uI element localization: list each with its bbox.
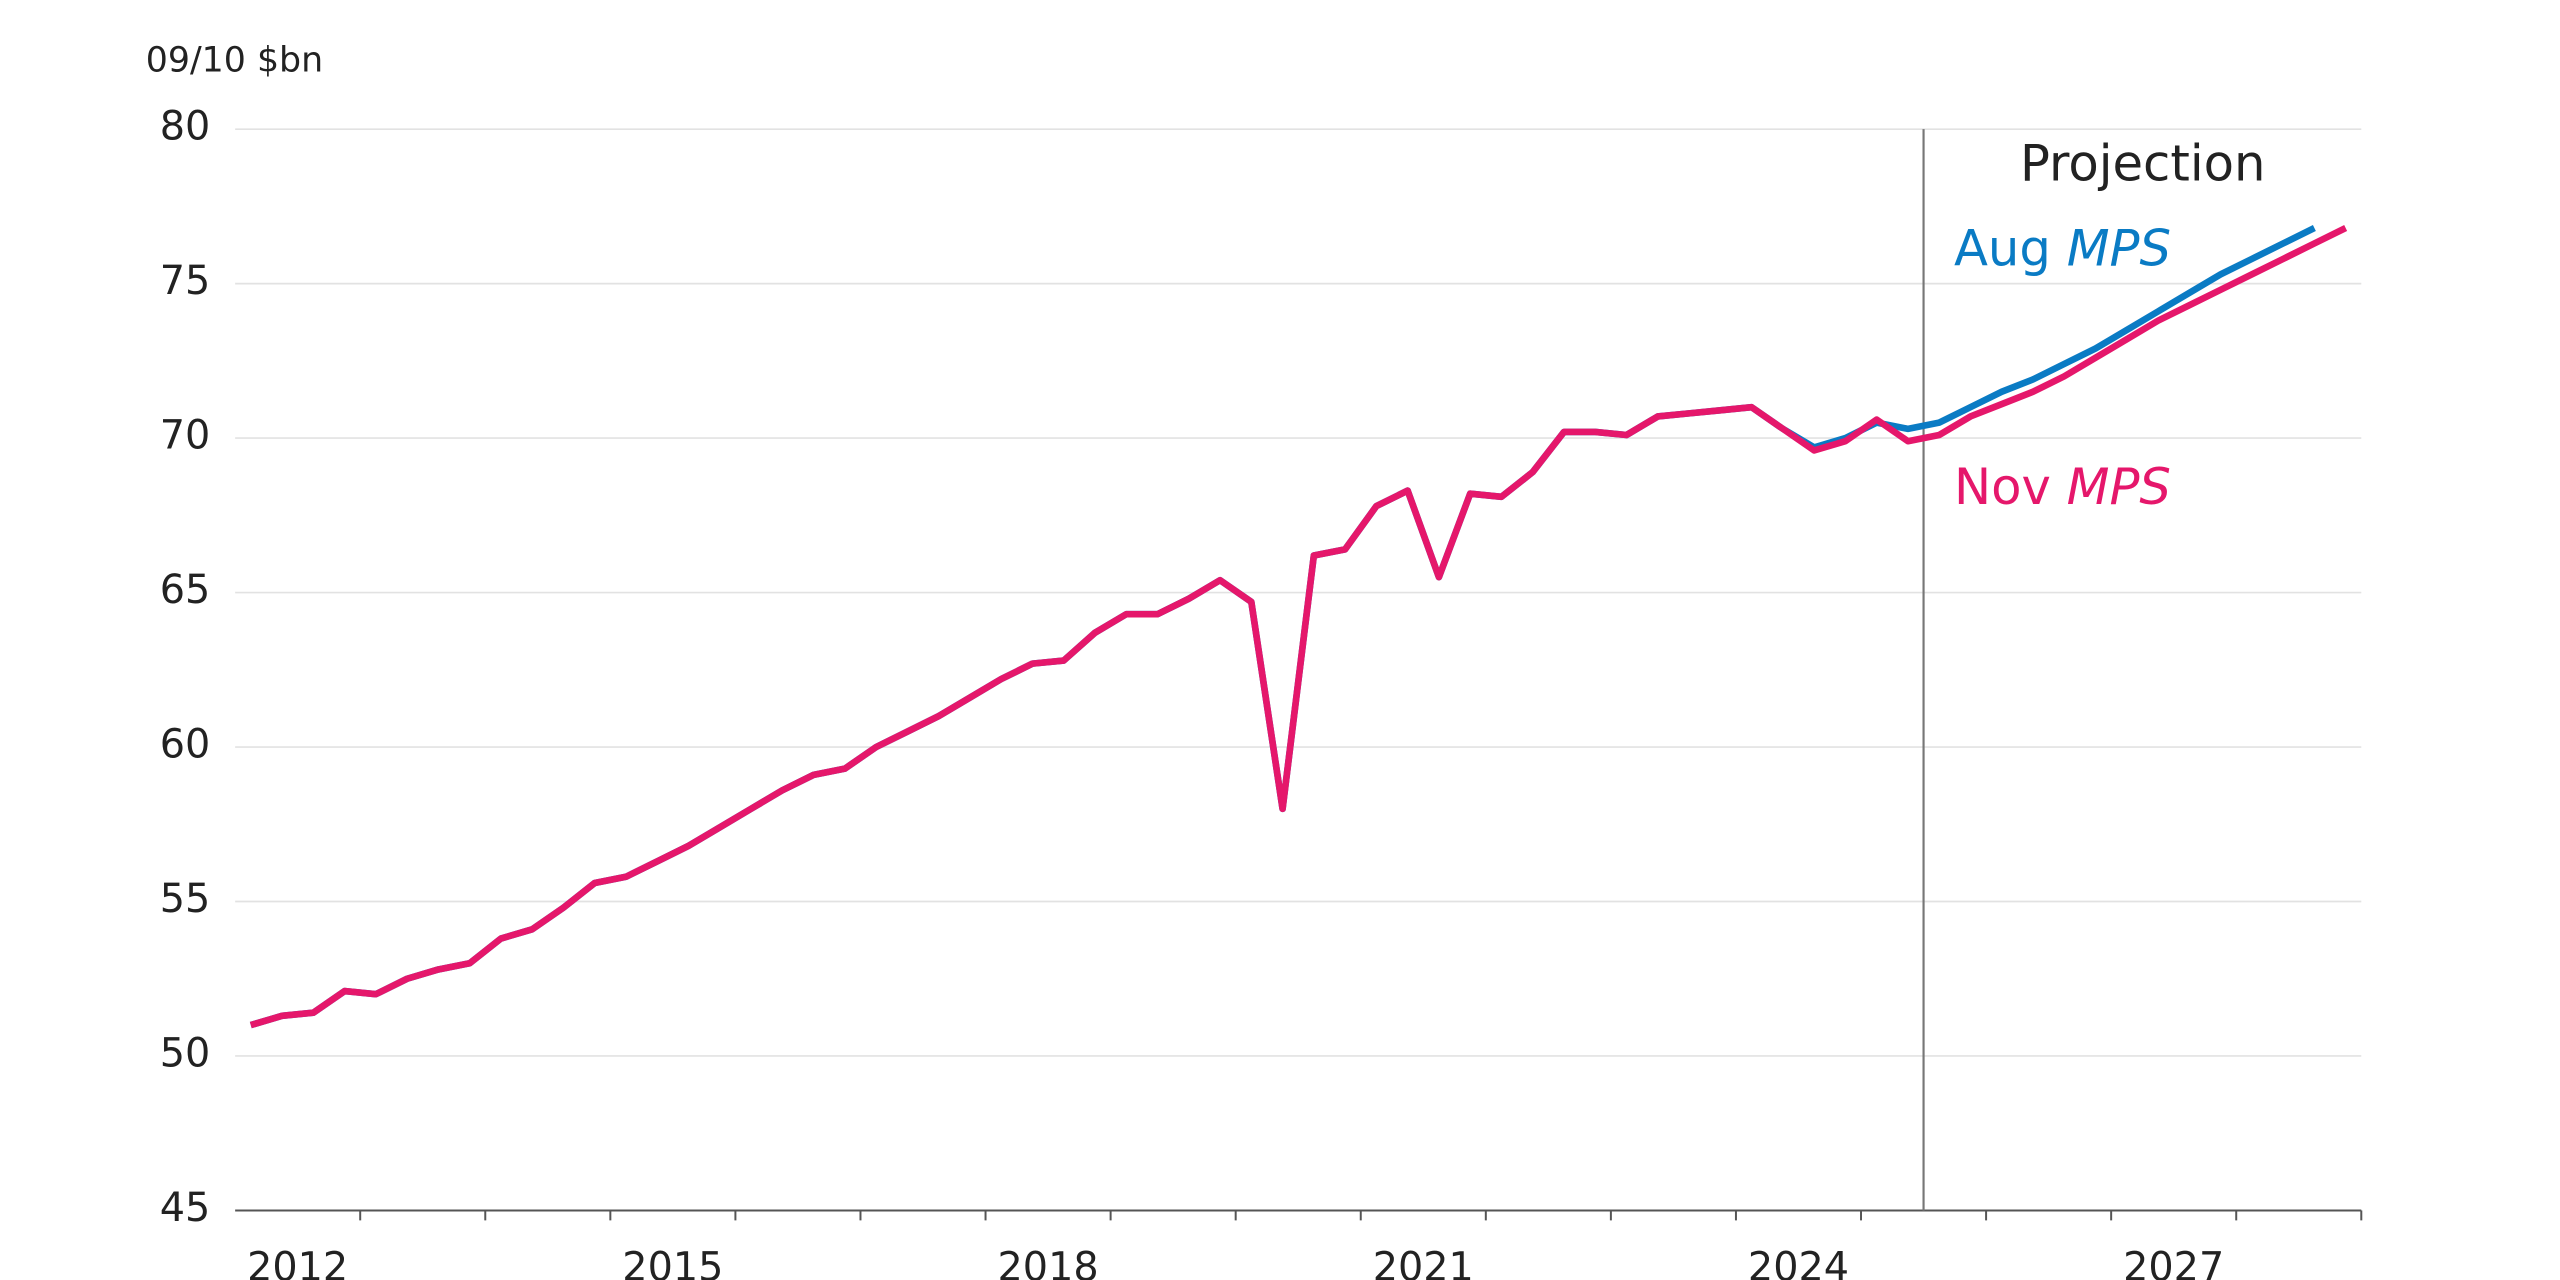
series-label: Aug MPS <box>1954 219 2171 277</box>
y-tick-label: 70 <box>160 413 211 459</box>
x-tick-label: 2027 <box>2123 1245 2224 1280</box>
y-axis-label: 09/10 $bn <box>146 40 323 80</box>
y-tick-label: 75 <box>160 258 211 304</box>
y-tick-label: 45 <box>160 1185 211 1231</box>
series-line <box>249 225 2316 1029</box>
y-tick-label: 50 <box>160 1030 211 1076</box>
x-tick-label: 2024 <box>1748 1245 1849 1280</box>
x-tick-label: 2015 <box>622 1245 723 1280</box>
y-tick-label: 60 <box>160 722 211 768</box>
series-line <box>249 225 2348 1029</box>
series-label: Nov MPS <box>1954 458 2171 516</box>
y-tick-label: 65 <box>160 567 211 613</box>
y-tick-label: 80 <box>160 104 211 150</box>
y-tick-label: 55 <box>160 876 211 922</box>
x-tick-label: 2021 <box>1373 1245 1474 1280</box>
x-tick-label: 2018 <box>998 1245 1099 1280</box>
x-tick-label: 2012 <box>247 1245 348 1280</box>
projection-label: Projection <box>2020 135 2266 193</box>
